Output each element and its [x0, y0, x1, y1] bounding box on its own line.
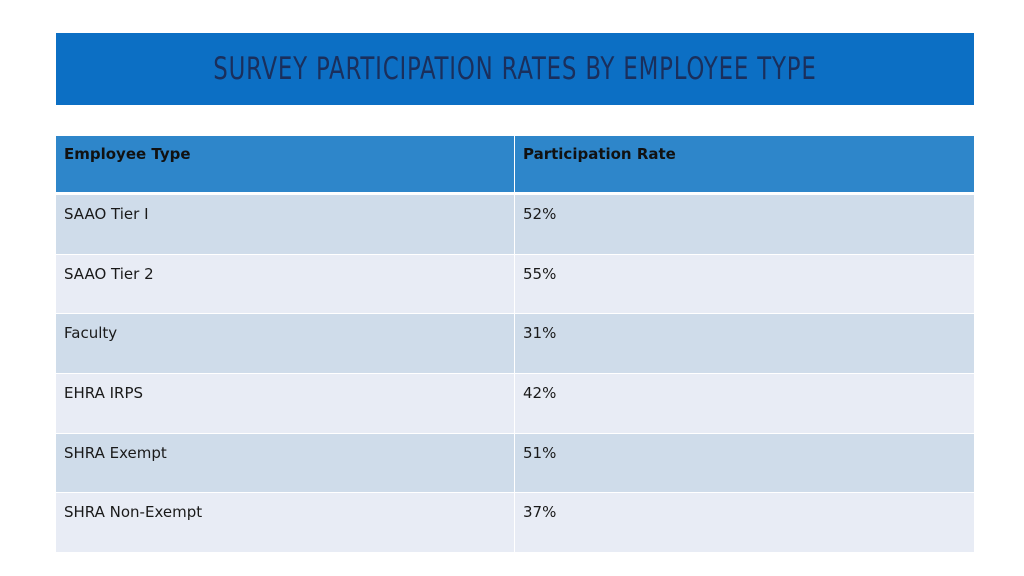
participation-rate-cell: 55% — [523, 264, 557, 283]
title-banner: SURVEY PARTICIPATION RATES BY EMPLOYEE T… — [56, 33, 974, 105]
header-employee-type: Employee Type — [56, 136, 515, 192]
participation-rate-cell: 42% — [523, 384, 557, 403]
slide-title: SURVEY PARTICIPATION RATES BY EMPLOYEE T… — [213, 51, 817, 87]
table-row: SAAO Tier I 52% — [56, 195, 974, 255]
employee-type-cell: SAAO Tier I — [56, 195, 515, 254]
employee-type-cell: Faculty — [56, 314, 515, 374]
table-header-row: Employee Type Participation Rate — [56, 136, 974, 195]
table-row: SAAO Tier 2 55% — [56, 254, 974, 315]
participation-rate-cell: 52% — [523, 205, 557, 223]
table-row: SHRA Non-Exempt 37% — [56, 493, 974, 554]
table-row: SHRA Exempt 51% — [56, 433, 974, 494]
participation-rate-cell: 51% — [523, 443, 557, 462]
table-row: Faculty 31% — [56, 314, 974, 375]
employee-type-cell: SHRA Exempt — [56, 433, 515, 493]
participation-rate-cell: 37% — [523, 503, 557, 522]
employee-type-cell: SHRA Non-Exempt — [56, 493, 515, 553]
employee-type-cell: SAAO Tier 2 — [56, 254, 515, 314]
participation-table: Employee Type Participation Rate SAAO Ti… — [56, 136, 974, 554]
participation-rate-cell: 31% — [523, 324, 557, 343]
table-row: EHRA IRPS 42% — [56, 374, 974, 434]
header-participation-rate: Participation Rate — [523, 145, 676, 163]
employee-type-cell: EHRA IRPS — [56, 374, 515, 433]
